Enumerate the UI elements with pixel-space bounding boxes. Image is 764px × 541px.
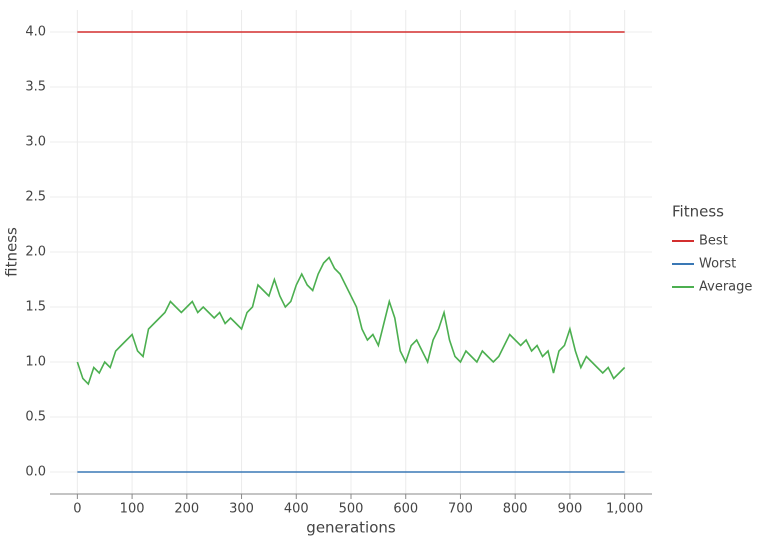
x-tick-label: 0	[73, 502, 81, 517]
series-line	[76, 256, 626, 386]
x-tick-label: 1,000	[606, 502, 643, 517]
x-tick-label: 700	[448, 502, 473, 517]
x-tick-label: 200	[174, 502, 199, 517]
y-tick-label: 1.0	[25, 355, 46, 370]
x-tick-label: 500	[339, 502, 364, 517]
x-axis-title: generations	[306, 519, 396, 537]
x-tick-label: 600	[393, 502, 418, 517]
legend-label: Best	[699, 234, 728, 249]
legend-label: Worst	[699, 257, 736, 272]
y-tick-label: 3.5	[25, 80, 46, 95]
y-tick-label: 2.0	[25, 245, 46, 260]
y-tick-label: 2.5	[25, 190, 46, 205]
y-tick-label: 0.0	[25, 465, 46, 480]
x-tick-label: 400	[284, 502, 309, 517]
legend-title: Fitness	[672, 203, 724, 221]
y-tick-label: 4.0	[25, 25, 46, 40]
x-tick-label: 300	[229, 502, 254, 517]
legend-label: Average	[699, 280, 752, 295]
x-tick-label: 100	[120, 502, 145, 517]
y-axis-title: fitness	[3, 227, 21, 277]
y-tick-label: 0.5	[25, 410, 46, 425]
y-tick-label: 3.0	[25, 135, 46, 150]
y-tick-label: 1.5	[25, 300, 46, 315]
x-tick-label: 900	[557, 502, 582, 517]
x-tick-label: 800	[503, 502, 528, 517]
